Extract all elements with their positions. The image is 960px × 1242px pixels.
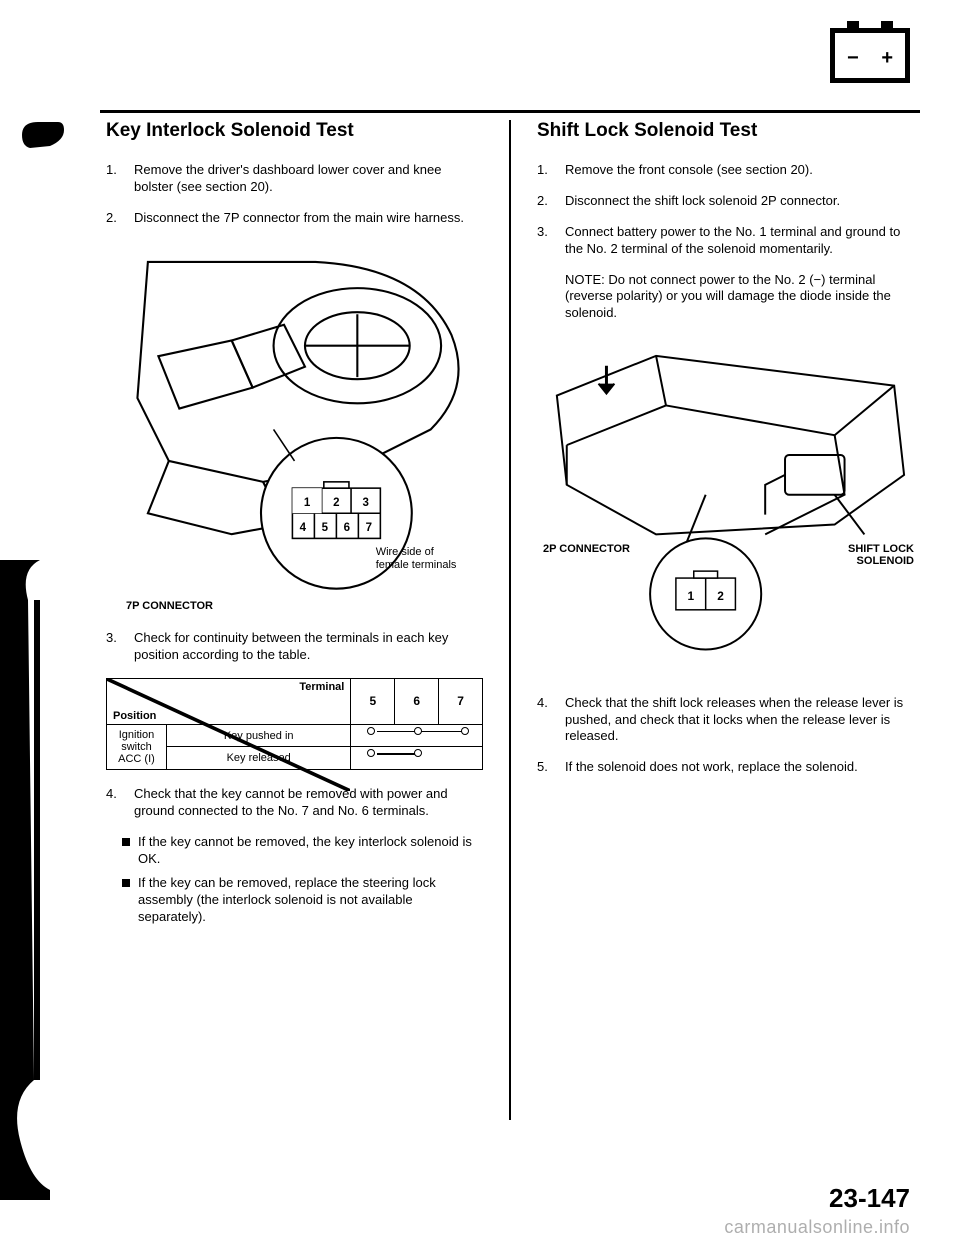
- fig1-side-label: Wire side of female terminals: [376, 546, 479, 572]
- battery-minus: −: [847, 47, 859, 70]
- left-bullets: If the key cannot be removed, the key in…: [106, 834, 483, 926]
- right-step-3: Connect battery power to the No. 1 termi…: [537, 224, 914, 258]
- right-steps-top: Remove the front console (see section 20…: [537, 162, 914, 258]
- svg-text:7: 7: [366, 522, 372, 534]
- col-6: 6: [395, 678, 439, 724]
- svg-text:6: 6: [344, 522, 350, 534]
- continuity-table: Terminal Position 5 6 7 Ignition switch …: [106, 678, 483, 770]
- right-step-5: If the solenoid does not work, replace t…: [537, 759, 914, 776]
- svg-text:4: 4: [300, 522, 307, 534]
- right-step-2: Disconnect the shift lock solenoid 2P co…: [537, 193, 914, 210]
- left-steps-top: Remove the driver's dashboard lower cove…: [106, 162, 483, 227]
- left-column: Key Interlock Solenoid Test Remove the d…: [100, 120, 489, 1120]
- battery-plus: +: [881, 47, 893, 70]
- figure-shift-lock: 1 2 2P CONNECTOR SHIFT LOCK SOLENOID: [537, 336, 914, 676]
- page-edge-decoration: [0, 560, 70, 1200]
- svg-text:1: 1: [304, 497, 311, 509]
- left-steps-mid: Check for continuity between the termina…: [106, 630, 483, 664]
- right-step-4: Check that the shift lock releases when …: [537, 695, 914, 746]
- page-number: 23-147: [829, 1183, 910, 1214]
- section-marker-icon: [20, 120, 65, 150]
- left-bullet-2: If the key can be removed, replace the s…: [122, 875, 483, 926]
- dashboard-illustration: 1 2 3 4 5 6 7: [106, 241, 483, 597]
- figure-dashboard: 1 2 3 4 5 6 7 Wire side of female termin…: [106, 241, 483, 612]
- svg-text:3: 3: [363, 497, 369, 509]
- left-step-1: Remove the driver's dashboard lower cove…: [106, 162, 483, 196]
- fig2-solenoid-label: SHIFT LOCK SOLENOID: [794, 543, 914, 567]
- right-title: Shift Lock Solenoid Test: [537, 120, 914, 142]
- left-step-2: Disconnect the 7P connector from the mai…: [106, 210, 483, 227]
- svg-text:5: 5: [322, 522, 329, 534]
- fig1-connector-label: 7P CONNECTOR: [126, 600, 483, 612]
- fig2-connector-label: 2P CONNECTOR: [543, 543, 630, 567]
- svg-text:2: 2: [717, 589, 724, 603]
- left-steps-end: Check that the key cannot be removed wit…: [106, 786, 483, 820]
- left-step-4: Check that the key cannot be removed wit…: [106, 786, 483, 820]
- left-bullet-1: If the key cannot be removed, the key in…: [122, 834, 483, 868]
- column-divider: [509, 120, 511, 1120]
- right-steps-end: Check that the shift lock releases when …: [537, 695, 914, 777]
- right-step-1: Remove the front console (see section 20…: [537, 162, 914, 179]
- left-step-3: Check for continuity between the termina…: [106, 630, 483, 664]
- header-rule: [100, 110, 920, 113]
- table-diag-header: Terminal Position: [107, 678, 351, 724]
- row1-continuity: [351, 724, 483, 747]
- row2-continuity: [351, 747, 483, 770]
- col-7: 7: [439, 678, 483, 724]
- battery-icon: − +: [830, 28, 910, 83]
- left-title: Key Interlock Solenoid Test: [106, 120, 483, 142]
- col-5: 5: [351, 678, 395, 724]
- right-column: Shift Lock Solenoid Test Remove the fron…: [531, 120, 920, 1120]
- right-note: NOTE: Do not connect power to the No. 2 …: [537, 272, 914, 323]
- svg-text:1: 1: [687, 589, 694, 603]
- watermark: carmanualsonline.info: [724, 1217, 910, 1238]
- content-columns: Key Interlock Solenoid Test Remove the d…: [100, 120, 920, 1120]
- svg-text:2: 2: [333, 497, 339, 509]
- shift-lock-illustration: 1 2: [537, 336, 914, 653]
